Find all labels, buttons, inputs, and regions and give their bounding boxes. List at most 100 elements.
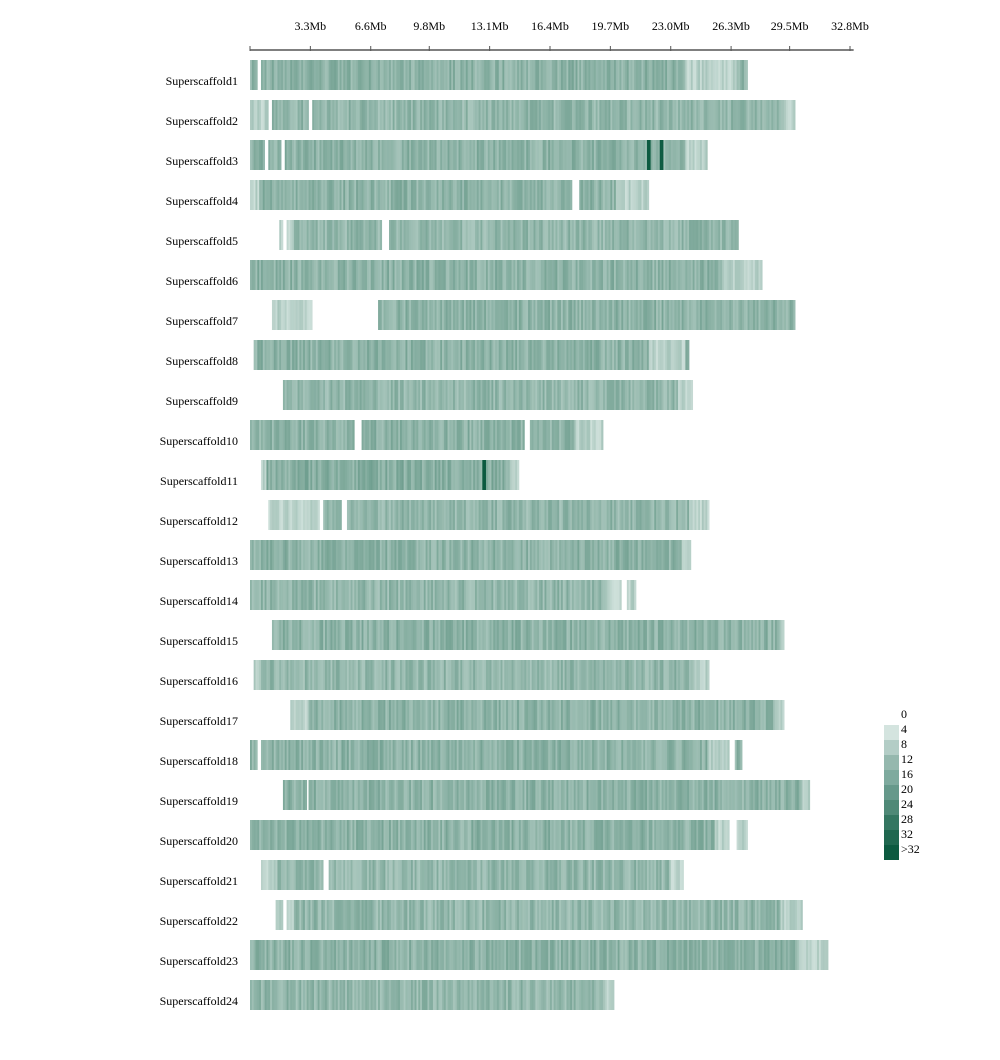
density-bin <box>535 620 538 650</box>
density-bin <box>506 300 509 330</box>
density-bin <box>595 620 598 650</box>
density-bin <box>442 540 445 570</box>
density-bin <box>403 820 406 850</box>
density-bin <box>271 140 275 170</box>
density-bin <box>376 740 379 770</box>
density-bin <box>255 580 258 610</box>
density-bin <box>780 300 783 330</box>
density-bin <box>635 380 639 410</box>
density-bin <box>555 740 558 770</box>
density-bin <box>528 620 531 650</box>
density-bin <box>264 60 267 90</box>
density-bin <box>425 660 428 690</box>
density-bin <box>436 340 439 370</box>
density-bin <box>368 700 372 730</box>
density-bin <box>326 700 330 730</box>
density-bin <box>326 100 330 130</box>
density-bin <box>297 260 300 290</box>
density-bin <box>670 660 673 690</box>
density-bin <box>383 100 386 130</box>
density-bin <box>599 500 602 530</box>
density-bin <box>379 60 383 90</box>
density-bin <box>251 820 255 850</box>
density-bin <box>442 460 445 490</box>
density-bin <box>456 100 459 130</box>
density-bin <box>469 140 472 170</box>
density-bin <box>709 620 712 650</box>
density-bin <box>251 100 255 130</box>
density-bin <box>410 500 414 530</box>
density-bin <box>528 60 531 90</box>
density-bin <box>352 420 355 450</box>
density-bin <box>475 300 478 330</box>
density-bin <box>674 220 677 250</box>
density-bin <box>410 820 414 850</box>
density-bin <box>332 820 335 850</box>
density-bin <box>414 820 417 850</box>
density-bin <box>405 220 408 250</box>
density-bin <box>526 180 529 210</box>
density-bin <box>418 140 421 170</box>
density-bin <box>703 620 706 650</box>
density-bin <box>544 540 547 570</box>
density-bin <box>367 460 370 490</box>
density-bin <box>268 60 271 90</box>
density-bin <box>533 220 536 250</box>
density-bin <box>573 340 576 370</box>
density-bin <box>447 260 450 290</box>
density-bin <box>348 660 351 690</box>
density-bin <box>537 180 540 210</box>
density-bin <box>535 660 538 690</box>
density-bin <box>432 540 436 570</box>
density-bin <box>339 540 342 570</box>
density-bin <box>458 820 461 850</box>
density-bin <box>668 740 672 770</box>
density-bin <box>352 220 355 250</box>
density-bin <box>257 820 260 850</box>
density-bin <box>266 540 269 570</box>
density-bin <box>429 740 432 770</box>
density-bin <box>478 380 481 410</box>
density-bin <box>469 260 472 290</box>
density-bin <box>785 780 789 810</box>
density-bin <box>277 540 280 570</box>
density-bin <box>297 820 300 850</box>
density-bin <box>515 620 518 650</box>
density-bin <box>469 540 472 570</box>
density-bin <box>511 100 514 130</box>
density-bin <box>793 100 796 130</box>
density-bin <box>456 660 459 690</box>
density-bin <box>529 740 533 770</box>
density-bin <box>496 540 500 570</box>
density-bin <box>740 740 743 770</box>
scaffold-row: Superscaffold16 <box>160 660 710 690</box>
density-bin <box>557 580 560 610</box>
density-bin <box>685 500 688 530</box>
density-bin <box>617 100 620 130</box>
density-bin <box>368 220 372 250</box>
density-bin <box>518 140 522 170</box>
density-bin <box>281 260 284 290</box>
density-bin <box>725 700 728 730</box>
density-bin <box>610 100 613 130</box>
density-bin <box>273 140 276 170</box>
density-bin <box>557 60 560 90</box>
density-bin <box>674 780 677 810</box>
density-bin <box>361 460 364 490</box>
density-bin <box>462 60 465 90</box>
density-bin <box>361 180 364 210</box>
density-bin <box>484 580 487 610</box>
density-bin <box>374 660 377 690</box>
density-bin <box>293 340 297 370</box>
density-bin <box>277 660 280 690</box>
density-bin <box>489 60 492 90</box>
density-bin <box>529 500 533 530</box>
density-bin <box>646 500 650 530</box>
density-bin <box>312 780 315 810</box>
density-bin <box>352 140 355 170</box>
density-bin <box>467 820 470 850</box>
density-bin <box>456 420 459 450</box>
density-bin <box>557 780 560 810</box>
density-bin <box>535 140 538 170</box>
density-bin <box>478 100 481 130</box>
